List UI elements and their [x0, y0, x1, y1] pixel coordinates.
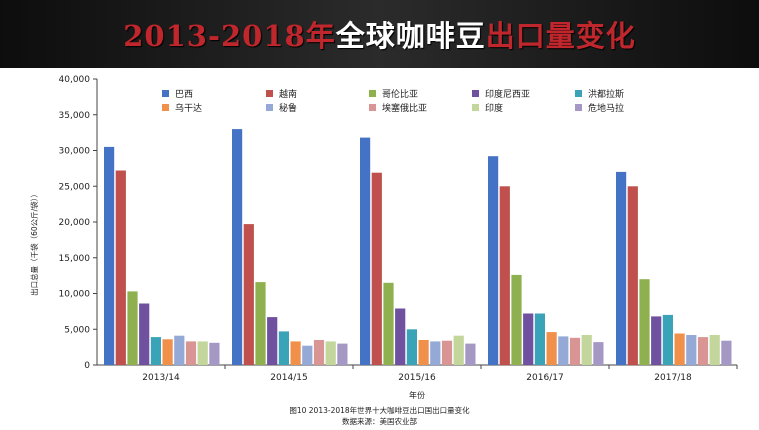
bar [674, 333, 685, 365]
legend-swatch [575, 90, 582, 97]
legend-swatch [472, 104, 479, 111]
x-tick-label: 2015/16 [398, 373, 436, 383]
bar [721, 340, 732, 365]
bar [337, 343, 348, 365]
bar [418, 340, 429, 365]
y-tick-label: 35,000 [59, 111, 91, 121]
legend-label: 印度 [485, 102, 503, 114]
bar [546, 332, 557, 365]
legend-swatch [162, 90, 169, 97]
x-tick-label: 2013/14 [142, 373, 180, 383]
bar [616, 171, 627, 365]
y-tick-label: 0 [84, 361, 90, 371]
bar [174, 335, 185, 365]
bar [313, 340, 325, 365]
y-tick-label: 20,000 [59, 218, 91, 228]
bar [593, 342, 604, 365]
bar [371, 172, 382, 365]
y-tick-label: 25,000 [59, 182, 91, 192]
bar [709, 335, 720, 365]
bar [162, 339, 173, 365]
banner-title-tail: 出口量变化 [485, 19, 636, 53]
bar [115, 170, 126, 365]
bar [209, 342, 220, 365]
bar [127, 291, 138, 365]
legend-label: 哥伦比亚 [382, 88, 418, 100]
y-tick-label: 30,000 [59, 147, 91, 157]
x-tick-label: 2016/17 [526, 373, 563, 383]
y-tick-label: 10,000 [59, 290, 91, 300]
chart-bars [104, 129, 732, 366]
legend-label: 危地马拉 [588, 102, 624, 114]
legend-swatch [369, 104, 376, 111]
bar [290, 341, 301, 365]
bar [185, 341, 197, 365]
x-tick-label: 2014/15 [270, 373, 307, 383]
bar [499, 186, 510, 366]
banner-title-middle: 全球咖啡豆 [335, 19, 486, 53]
banner-title-years: 2013-2018 [123, 19, 306, 53]
banner-title-year-char: 年 [305, 19, 336, 53]
bar [278, 331, 289, 365]
bar [651, 316, 662, 365]
legend-swatch [575, 104, 582, 111]
bar [232, 129, 243, 365]
x-axis-label: 年份 [409, 390, 425, 400]
bar [150, 337, 161, 365]
bar [267, 317, 278, 365]
legend-label: 埃塞俄比亚 [382, 102, 427, 114]
bar [325, 341, 336, 365]
bar [383, 282, 394, 365]
bar [686, 335, 697, 365]
banner-title: 2013-2018年全球咖啡豆出口量变化 [123, 13, 636, 55]
export-bar-chart: 0 5,000 10,000 15,000 20,000 25,000 30,000 35,0… [29, 75, 738, 400]
bar [104, 146, 115, 365]
bar [465, 343, 476, 365]
bar [406, 329, 417, 366]
bar [430, 341, 441, 365]
bar [395, 308, 406, 365]
y-axis-label: 出口总量（千袋（60公斤/袋）） [29, 190, 39, 296]
legend-label: 巴西 [175, 89, 193, 100]
bar [581, 335, 592, 365]
legend-swatch [266, 104, 273, 111]
legend-swatch [162, 104, 169, 111]
bar [302, 345, 313, 365]
bar [441, 340, 453, 365]
legend-swatch [472, 90, 479, 97]
bar [697, 337, 709, 365]
bar [243, 224, 254, 365]
bar [488, 156, 499, 365]
x-tick-label: 2017/18 [654, 373, 692, 383]
legend-swatch [369, 90, 376, 97]
y-tick-label: 15,000 [59, 254, 91, 264]
y-tick-label: 5,000 [64, 325, 90, 335]
figure-caption: 图10 2013-2018年世界十大咖啡豆出口国出口量变化 [289, 406, 470, 415]
title-banner: 2013-2018年全球咖啡豆出口量变化 [0, 0, 759, 68]
source-note: 数据来源：美国农业部 [342, 417, 417, 426]
legend-label: 秘鲁 [279, 102, 297, 114]
bar [511, 274, 522, 365]
bar [534, 313, 545, 365]
legend-label: 乌干达 [175, 102, 202, 114]
bar [569, 337, 581, 365]
bar [639, 279, 650, 365]
bar [139, 303, 150, 365]
y-tick-label: 40,000 [59, 75, 91, 85]
legend-label: 越南 [279, 88, 297, 100]
bar [627, 186, 638, 366]
bar [523, 313, 534, 365]
legend-label: 洪都拉斯 [588, 88, 624, 100]
bar [453, 335, 464, 365]
legend-swatch [266, 90, 273, 97]
legend-label: 印度尼西亚 [485, 88, 530, 100]
bar [255, 282, 266, 365]
bar [662, 314, 673, 365]
bar [360, 137, 371, 365]
bar [558, 336, 569, 365]
bar [197, 341, 208, 365]
